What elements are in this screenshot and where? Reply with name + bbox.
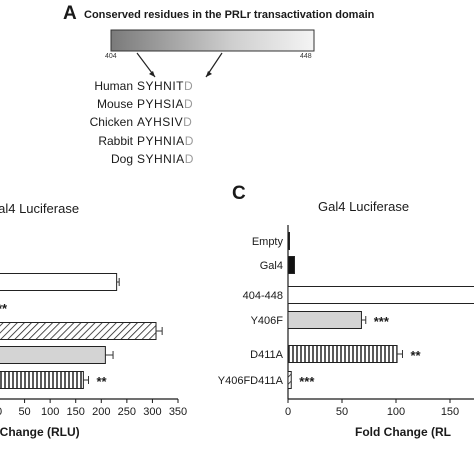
x-tick-label: 200: [92, 406, 110, 418]
bar: [287, 232, 290, 250]
domain-end-label: 448: [300, 53, 312, 60]
x-tick-label: 0: [285, 406, 291, 418]
panel-a-letter: A: [63, 3, 77, 24]
domain-diagram: [110, 29, 315, 78]
species-label: Chicken: [89, 115, 133, 129]
x-tick-label: 50: [18, 406, 30, 418]
sequence: AYHSIVD: [137, 115, 193, 129]
x-tick-label: 100: [387, 406, 405, 418]
significance-label: **: [0, 301, 8, 316]
category-label: Y406FD411A: [218, 375, 284, 387]
domain-start-label: 404: [105, 53, 117, 60]
alignment-block: Human SYHNITD Mouse PYHSIAD Chicken AYHS…: [0, 0, 474, 190]
species-label: Mouse: [96, 97, 133, 111]
chart-c: 0 50 100 150 Empty Gal4 404-448 Y406F *** D411A **…: [218, 225, 474, 418]
x-tick-label: 150: [441, 406, 459, 418]
sequence: PYHNIAD: [137, 134, 194, 148]
bar: [287, 311, 362, 329]
bar: [0, 273, 118, 291]
panel-a-title: Conserved residues in the PRLr transacti…: [84, 9, 375, 21]
panel-c-letter: C: [232, 183, 246, 204]
bar: [287, 256, 295, 274]
chart-b: 0 50 100 150 200 250 300 350 ** **: [0, 273, 187, 418]
category-label: D411A: [250, 349, 283, 361]
species-label: Dog: [110, 152, 133, 166]
alignment-row: Mouse PYHSIAD: [0, 97, 474, 113]
x-tick-label: 350: [169, 406, 187, 418]
bar: [0, 322, 157, 340]
bar: [287, 371, 292, 389]
bar: [0, 346, 106, 364]
significance-label: ***: [374, 314, 390, 329]
domain-bar: [110, 29, 315, 52]
bar: [287, 345, 398, 363]
x-tick-label: 300: [143, 406, 161, 418]
bar: [287, 286, 474, 304]
significance-label: ***: [299, 374, 315, 389]
category-label: Gal4: [260, 260, 283, 272]
chart-c-title: Gal4 Luciferase: [318, 199, 409, 214]
x-tick-label: 250: [118, 406, 136, 418]
category-label: 404-448: [243, 290, 283, 302]
species-label: Rabbit: [98, 134, 133, 148]
alignment-row: Dog SYHNIAD: [0, 152, 474, 168]
category-label: Empty: [252, 236, 284, 248]
alignment-row: Rabbit PYHNIAD: [0, 134, 474, 150]
category-label: Y406F: [251, 315, 284, 327]
chart-c-xlabel: Fold Change (RL: [355, 425, 451, 439]
alignment-row: Human SYHNITD: [0, 79, 474, 95]
sequence: SYHNITD: [137, 79, 194, 93]
species-label: Human: [94, 79, 133, 93]
sequence: SYHNIAD: [137, 152, 194, 166]
significance-label: **: [97, 374, 108, 389]
x-tick-label: 0: [0, 406, 2, 418]
alignment-row: Chicken AYHSIVD: [0, 115, 474, 131]
bar: [0, 371, 84, 389]
x-tick-label: 50: [336, 406, 348, 418]
chart-b-title: Gal4 Luciferase: [0, 201, 79, 216]
chart-b-xlabel: Fold Change (RLU): [0, 425, 80, 439]
x-tick-label: 150: [67, 406, 85, 418]
sequence: PYHSIAD: [137, 97, 194, 111]
x-tick-label: 100: [41, 406, 59, 418]
significance-label: **: [410, 348, 421, 363]
